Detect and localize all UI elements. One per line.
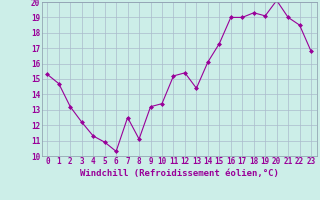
X-axis label: Windchill (Refroidissement éolien,°C): Windchill (Refroidissement éolien,°C) <box>80 169 279 178</box>
